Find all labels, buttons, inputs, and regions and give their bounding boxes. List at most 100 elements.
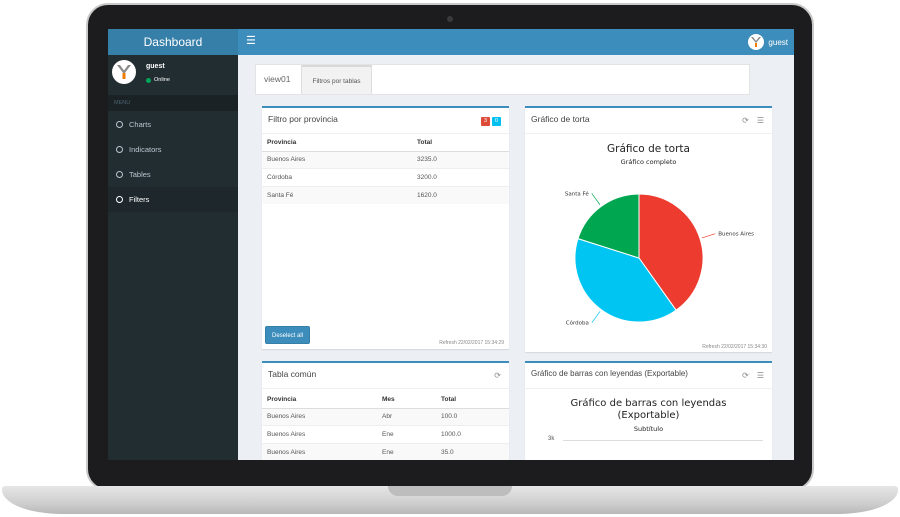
column-header[interactable]: Total: [436, 391, 509, 409]
count-badge-blue: 0: [492, 117, 501, 126]
refresh-icon[interactable]: ⟳: [742, 116, 749, 125]
grafico-barras-box: Gráfico de barras con leyendas (Exportab…: [525, 361, 772, 460]
pie-slice-buenos-aires[interactable]: [638, 193, 704, 311]
grafico-torta-box: Gráfico de torta ⟳ ☰ Gráfico de torta Gr…: [525, 106, 772, 352]
pie-leader-line: [591, 193, 601, 205]
table-cell: 3200.0: [412, 168, 509, 186]
top-navbar: ☰ guest: [238, 29, 794, 55]
table-row[interactable]: Santa Fé 1620.0: [262, 185, 509, 204]
avatar: [112, 60, 136, 84]
chart-subtitle: Gráfico completo: [620, 158, 677, 166]
sidebar-item-label: Indicators: [129, 145, 162, 154]
laptop-notch: [388, 486, 512, 496]
column-header[interactable]: Provincia: [262, 134, 412, 152]
refresh-icon[interactable]: ⟳: [494, 371, 501, 380]
table-cell: Abr: [377, 407, 436, 426]
online-status-icon: [146, 77, 151, 83]
table-cell: Ene: [377, 425, 436, 443]
sidebar-item-charts[interactable]: Charts: [108, 112, 238, 137]
table-cell: 1620.0: [412, 185, 509, 204]
table-cell: Santa Fé: [262, 185, 412, 204]
column-header[interactable]: Provincia: [262, 391, 377, 409]
box-divider: [525, 133, 772, 134]
chart-title: Gráfico de torta: [607, 143, 690, 155]
y-tick-label: 3k: [548, 436, 555, 442]
avatar: [748, 34, 765, 50]
tabla-comun-box: Tabla común ⟳ Provincia Mes Total Buenos…: [262, 361, 509, 460]
menu-icon[interactable]: ☰: [756, 116, 764, 125]
logo-icon: [751, 37, 762, 47]
pie-label: Córdoba: [566, 320, 589, 327]
column-header[interactable]: Total: [412, 134, 509, 152]
pie-leader-line: [701, 233, 716, 239]
deselect-all-button[interactable]: Deselect all: [265, 326, 310, 344]
pie-chart: Buenos Aires Córdoba Santa Fé: [565, 190, 754, 327]
tab-filtros-por-tablas[interactable]: Filtros por tablas: [301, 65, 372, 94]
box-divider: [262, 388, 509, 389]
box-title: Filtro por provincia: [268, 114, 338, 124]
pie-slice-c-rdoba[interactable]: [574, 238, 677, 323]
box-tools: ⟳ ☰: [742, 116, 764, 125]
sidebar: guest Online MENU Charts Indicators Tabl…: [108, 55, 238, 460]
sidebar-item-filters[interactable]: Filters: [108, 187, 238, 212]
pie-label: Buenos Aires: [718, 232, 754, 238]
refresh-icon[interactable]: ⟳: [742, 371, 749, 380]
chart-subtitle: Subtítulo: [633, 425, 664, 433]
refresh-timestamp: Refresh 22/02/2017 15:34:29: [439, 340, 504, 346]
view-tabs: view01 Filtros por tablas: [255, 64, 750, 95]
box-divider: [525, 388, 772, 389]
user-panel: guest Online: [108, 55, 238, 95]
sidebar-item-label: Tables: [129, 170, 151, 179]
menu-header: MENU: [108, 95, 238, 111]
sidebar-item-indicators[interactable]: Indicators: [108, 137, 238, 162]
box-title: Tabla común: [268, 369, 317, 379]
table-cell: 100.0: [436, 407, 509, 426]
screen: Dashboard ☰ guest guest: [108, 29, 794, 460]
menu-icon[interactable]: ☰: [756, 371, 764, 380]
box-title: Gráfico de barras con leyendas (Exportab…: [531, 369, 688, 378]
user-menu-label: guest: [768, 37, 788, 47]
hamburger-icon[interactable]: ☰: [246, 35, 256, 47]
box-tools: 3 0: [481, 117, 501, 126]
table-row[interactable]: Córdoba 3200.0: [262, 168, 509, 186]
box-divider: [262, 133, 509, 134]
box-title: Gráfico de torta: [531, 114, 590, 124]
table-cell: Buenos Aires: [262, 407, 377, 426]
column-header[interactable]: Mes: [377, 391, 436, 409]
gridline: [563, 440, 763, 441]
user-menu[interactable]: guest: [748, 33, 788, 51]
table-cell: Córdoba: [262, 168, 412, 186]
webcam: [447, 16, 453, 22]
user-status-label: Online: [154, 77, 170, 83]
table-cell: 1000.0: [436, 425, 509, 443]
pie-slice-santa-f-[interactable]: [577, 193, 640, 259]
app-logo[interactable]: Dashboard: [108, 29, 238, 55]
table-row[interactable]: Buenos Aires Abr 100.0: [262, 407, 509, 426]
table-row[interactable]: Buenos Aires Ene 35.0: [262, 442, 509, 460]
circle-icon: [116, 171, 123, 178]
tab-view01[interactable]: view01: [264, 74, 291, 84]
circle-icon: [116, 121, 123, 128]
chart-title: Gráfico de barras con leyendas: [570, 398, 727, 409]
user-name: guest: [146, 63, 165, 70]
tabla-comun-table: Provincia Mes Total Buenos Aires Abr 100…: [262, 391, 509, 460]
user-status: Online: [146, 77, 170, 83]
table-row[interactable]: Buenos Aires Ene 1000.0: [262, 425, 509, 443]
circle-icon: [116, 146, 123, 153]
box-tools: ⟳: [494, 371, 501, 380]
pie-leader-line: [591, 311, 601, 323]
sidebar-item-label: Filters: [129, 195, 150, 204]
refresh-timestamp: Refresh 22/02/2017 15:34:30: [702, 344, 767, 350]
filtro-provincia-box: Filtro por provincia 3 0 Provincia Total…: [262, 106, 509, 349]
table-row[interactable]: Buenos Aires 3235.0: [262, 150, 509, 169]
box-tools: ⟳ ☰: [742, 371, 764, 380]
chart-title-line2: (Exportable): [617, 410, 680, 421]
count-badge-red: 3: [481, 117, 490, 126]
sidebar-item-tables[interactable]: Tables: [108, 162, 238, 187]
table-cell: Buenos Aires: [262, 150, 412, 169]
pie-label: Santa Fé: [565, 190, 589, 197]
table-cell: 35.0: [436, 442, 509, 460]
logo-icon: [117, 65, 131, 79]
table-cell: 3235.0: [412, 150, 509, 169]
sidebar-item-label: Charts: [129, 120, 152, 129]
